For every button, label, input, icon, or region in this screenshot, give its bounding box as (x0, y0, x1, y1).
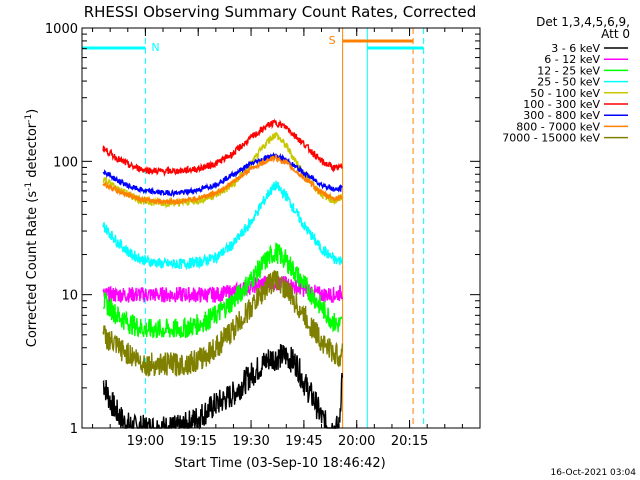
chart-title: RHESSI Observing Summary Count Rates, Co… (84, 3, 477, 21)
legend-header-attenuator: Att 0 (601, 27, 630, 41)
series-line (102, 242, 343, 339)
series-line (102, 344, 344, 430)
plot-area: NS (82, 28, 425, 430)
series-line (102, 153, 343, 206)
legend-label: 6 - 12 keV (544, 53, 600, 66)
x-axis-label: Start Time (03-Sep-10 18:46:42) (174, 456, 385, 471)
y-axis: 1 10 100 1000 (45, 22, 480, 437)
footer-timestamp: 16-Oct-2021 03:04 (551, 468, 637, 478)
y-axis-label-mid: detector (25, 122, 40, 182)
y-tick-label: 1000 (45, 22, 78, 37)
x-tick-label: 19:00 (127, 434, 164, 449)
legend-label: 300 - 800 keV (523, 109, 600, 122)
y-axis-label: Corrected Count Rate (s-1 detector-1) (24, 109, 40, 347)
x-tick-label: 20:00 (338, 434, 375, 449)
legend-label: 12 - 25 keV (537, 64, 600, 77)
legend-label: 100 - 300 keV (523, 98, 600, 111)
series-line (102, 180, 344, 271)
legend-label: 25 - 50 keV (537, 76, 600, 89)
x-tick-label: 19:30 (232, 434, 269, 449)
y-tick-label: 1 (70, 422, 78, 437)
y-tick-label: 100 (53, 155, 78, 170)
night-label: N (151, 41, 159, 54)
series-line (102, 151, 343, 198)
x-tick-label: 19:15 (179, 434, 216, 449)
x-tick-label: 20:15 (391, 434, 428, 449)
y-tick-label: 10 (61, 289, 78, 304)
legend-label: 800 - 7000 keV (516, 120, 600, 133)
legend-label: 7000 - 15000 keV (502, 132, 600, 145)
plot-frame (81, 27, 481, 429)
legend-label: 3 - 6 keV (551, 42, 600, 55)
legend-header-detectors: Det 1,3,4,5,6,9, (536, 15, 630, 29)
series-line (102, 118, 343, 177)
x-tick-label: 19:45 (285, 434, 322, 449)
y-axis-label-end: ) (25, 109, 40, 114)
y-axis-label-exp1: -1 (24, 182, 34, 191)
series-line (102, 270, 344, 377)
x-axis: 19:00 19:15 19:30 19:45 20:00 20:15 (92, 28, 463, 449)
saa-label: S (329, 34, 336, 47)
legend-label: 50 - 100 keV (530, 87, 600, 100)
y-axis-label-main: Corrected Count Rate (s (25, 191, 40, 348)
y-axis-label-exp2: -1 (24, 114, 34, 123)
